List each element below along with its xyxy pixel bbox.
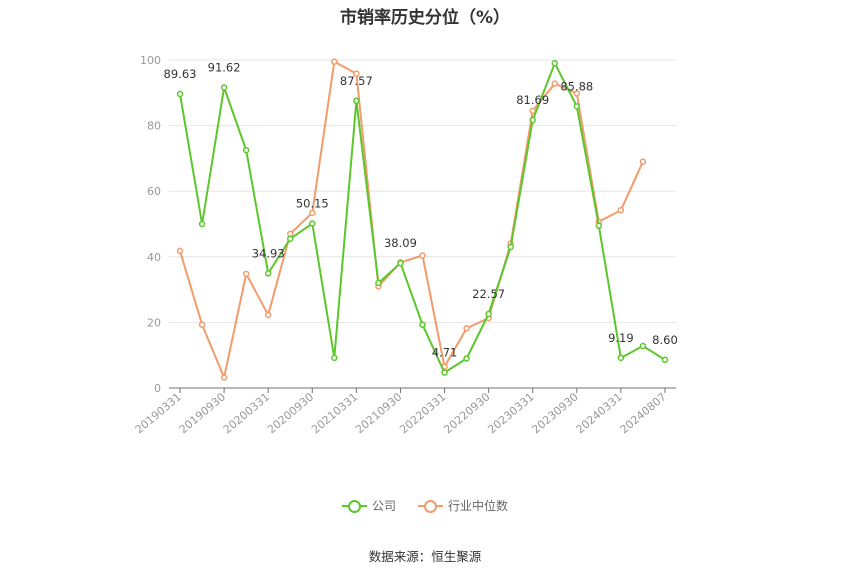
data-point-company	[286, 235, 294, 243]
data-label: 85.88	[560, 79, 593, 93]
x-tick-label: 20220331	[397, 390, 448, 436]
data-point-industry-median	[242, 270, 250, 278]
data-point-industry-median	[309, 209, 316, 217]
x-tick-label: 20230930	[529, 390, 580, 436]
data-point-company	[419, 321, 426, 328]
data-point-company	[242, 146, 250, 154]
data-point-company	[595, 222, 603, 229]
legend: 公司 行业中位数	[0, 497, 850, 514]
data-point-company	[463, 355, 470, 362]
x-tick-label: 20190930	[177, 390, 228, 436]
legend-line-circle-icon	[418, 499, 443, 513]
data-point-industry-median	[264, 311, 272, 319]
data-point-industry-median	[463, 325, 470, 332]
data-point-company	[353, 97, 360, 105]
data-label: 50.15	[296, 197, 329, 211]
y-tick-label: 40	[147, 251, 161, 264]
data-point-company	[617, 354, 625, 362]
data-point-company	[661, 356, 669, 364]
y-tick-label: 0	[154, 382, 161, 395]
x-tick-label: 20200331	[221, 390, 272, 436]
series-line-industry-median	[179, 60, 644, 379]
legend-label-company: 公司	[371, 499, 396, 513]
data-label: 9.19	[608, 331, 634, 345]
legend-label-industry-median: 行业中位数	[448, 499, 509, 513]
data-label: 89.63	[164, 67, 197, 81]
x-tick-label: 20200930	[265, 390, 316, 436]
y-tick-label: 80	[147, 120, 161, 133]
data-point-company	[220, 84, 228, 91]
x-tick-label: 20210930	[353, 390, 404, 436]
data-point-industry-median	[353, 70, 360, 78]
data-label: 81.69	[516, 93, 549, 107]
data-point-company	[264, 270, 272, 277]
x-tick-label: 20230331	[485, 390, 536, 436]
data-point-industry-median	[198, 321, 206, 328]
chart-title: 市销率历史分位（%）	[339, 8, 511, 28]
data-point-industry-median	[529, 107, 536, 115]
data-label: 8.60	[652, 333, 678, 347]
x-axis: 2019033120190930202003312020093020210331…	[133, 387, 676, 436]
y-tick-label: 20	[147, 316, 161, 329]
data-point-industry-median	[331, 58, 338, 65]
y-tick-label: 60	[147, 185, 161, 198]
series-layer	[176, 58, 669, 381]
data-label: 87.57	[340, 74, 373, 88]
data-point-company	[507, 243, 514, 251]
data-point-industry-median	[639, 158, 647, 165]
data-point-company	[331, 354, 338, 362]
data-point-company	[485, 310, 492, 318]
legend-line-circle-icon	[341, 499, 367, 513]
data-label: 38.09	[384, 236, 417, 250]
x-tick-label: 20210331	[309, 390, 360, 436]
data-point-industry-median	[617, 206, 625, 214]
x-tick-label: 20240331	[574, 390, 625, 436]
data-point-company	[375, 279, 382, 287]
data-point-company	[441, 369, 448, 376]
data-label: 22.57	[472, 287, 505, 301]
data-point-company	[529, 116, 536, 124]
data-point-industry-median	[419, 252, 426, 259]
data-point-industry-median	[573, 90, 581, 97]
data-labels: 89.63 91.62 34.93 50.15 87.57 38.09 4.71 22.57 8…	[164, 60, 678, 359]
y-tick-label: 100	[140, 54, 161, 67]
data-point-industry-median	[176, 247, 184, 255]
data-point-industry-median	[220, 374, 228, 381]
x-tick-label: 20240807	[618, 390, 669, 436]
legend-item-company[interactable]: 公司	[341, 497, 396, 514]
data-label: 91.62	[208, 60, 241, 74]
x-tick-label: 20190331	[133, 390, 184, 436]
data-point-company	[198, 220, 206, 228]
data-point-company	[639, 342, 647, 350]
x-tick-label: 20220930	[441, 390, 492, 436]
data-point-company	[551, 60, 559, 67]
data-point-company	[309, 220, 316, 227]
legend-item-industry-median[interactable]: 行业中位数	[418, 497, 508, 514]
data-point-company	[573, 103, 581, 110]
data-point-company	[176, 90, 184, 98]
data-point-company	[397, 259, 404, 267]
data-label: 34.93	[252, 246, 285, 260]
data-source: 数据来源：恒生聚源	[368, 549, 482, 564]
y-axis: 0 20 40 60 80 100	[140, 54, 161, 395]
data-label: 4.71	[432, 346, 458, 360]
data-point-industry-median	[551, 80, 559, 87]
